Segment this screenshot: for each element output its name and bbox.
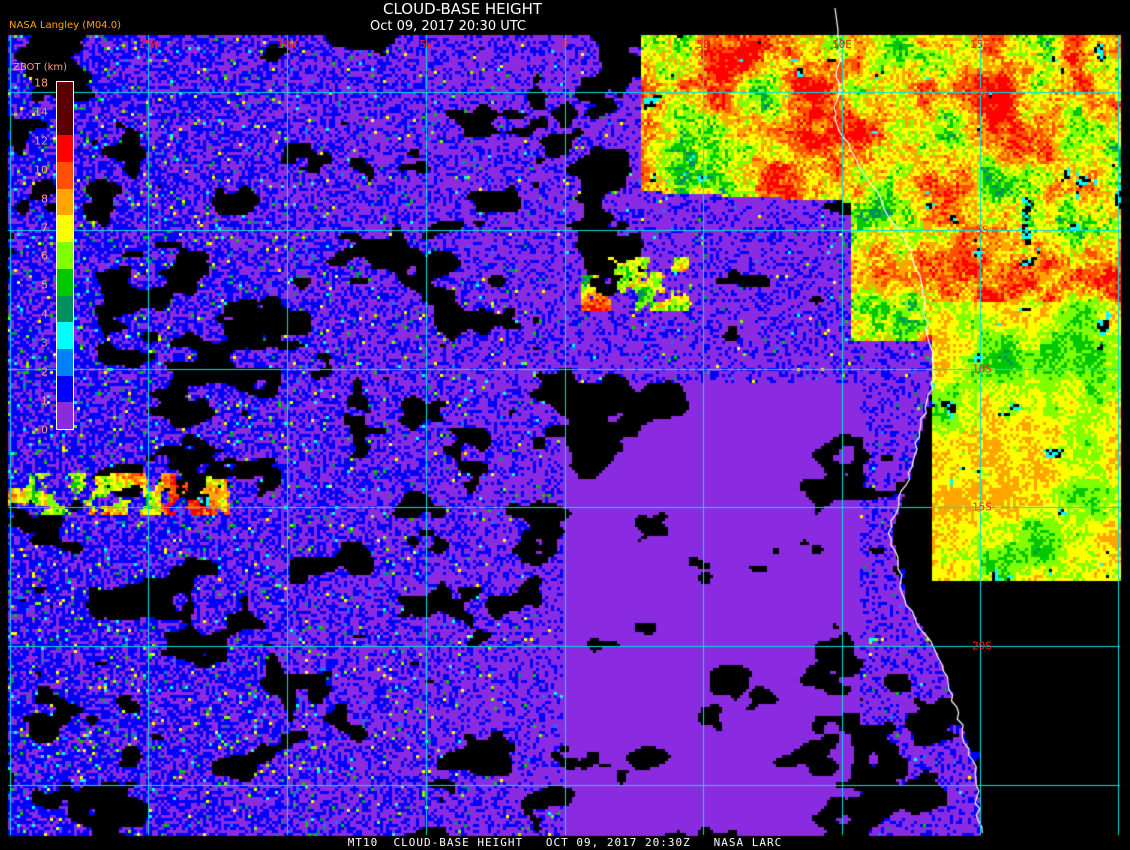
legend-color-swatch xyxy=(57,322,73,349)
legend-color-swatch xyxy=(57,82,73,136)
legend-tick-label: 8 xyxy=(41,192,48,206)
longitude-label: 5W xyxy=(419,38,433,51)
legend-color-swatch xyxy=(57,215,73,243)
legend-color-swatch xyxy=(57,348,73,376)
legend-tick-label: 1 xyxy=(41,394,48,408)
legend-title: ZBOT (km) xyxy=(13,62,68,73)
legend-color-swatch xyxy=(57,402,73,429)
latitude-label: 20S xyxy=(972,639,992,653)
longitude-label: 15W xyxy=(138,38,158,51)
legend-color-swatch xyxy=(57,242,73,269)
longitude-label: 0 xyxy=(561,38,569,51)
latitude-label: 15S xyxy=(972,500,992,514)
legend-tick-label: 14 xyxy=(34,105,48,119)
legend-tick-label: 4 xyxy=(41,307,48,321)
legend-color-swatch xyxy=(57,295,73,323)
credit-label: NASA Langley (M04.0) xyxy=(9,20,121,31)
legend-color-swatch xyxy=(57,375,73,403)
latitude-label: 0 xyxy=(978,85,986,99)
legend-tick-label: 12 xyxy=(34,134,48,148)
longitude-label: 15E xyxy=(970,38,990,51)
legend-colorbar xyxy=(56,81,74,430)
latitude-label: 10S xyxy=(972,362,992,376)
legend-color-swatch xyxy=(57,162,73,189)
longitude-label: 10W xyxy=(277,38,297,51)
legend-tick-label: 7 xyxy=(41,221,48,234)
legend-tick-label: 3 xyxy=(41,336,48,350)
map-datetime: Oct 09, 2017 20:30 UTC xyxy=(370,19,526,34)
map-title: CLOUD-BASE HEIGHT xyxy=(383,0,543,18)
longitude-label: 10E xyxy=(832,38,852,51)
legend-tick-label: 10 xyxy=(34,163,48,177)
legend-tick-label: 2 xyxy=(41,365,48,379)
legend-tick-label: 6 xyxy=(41,249,48,263)
legend-tick-label: 5 xyxy=(41,278,48,292)
legend-color-swatch xyxy=(57,188,73,216)
legend-color-swatch xyxy=(57,268,73,296)
legend-tick-label: 0 xyxy=(41,423,48,437)
longitude-label: 5E xyxy=(696,38,710,51)
bottom-caption: MT10 CLOUD-BASE HEIGHT OCT 09, 2017 20:3… xyxy=(347,836,783,849)
legend-tick-label: 18 xyxy=(34,76,48,90)
latitude-label: 5S xyxy=(975,223,989,237)
legend-color-swatch xyxy=(57,135,73,163)
